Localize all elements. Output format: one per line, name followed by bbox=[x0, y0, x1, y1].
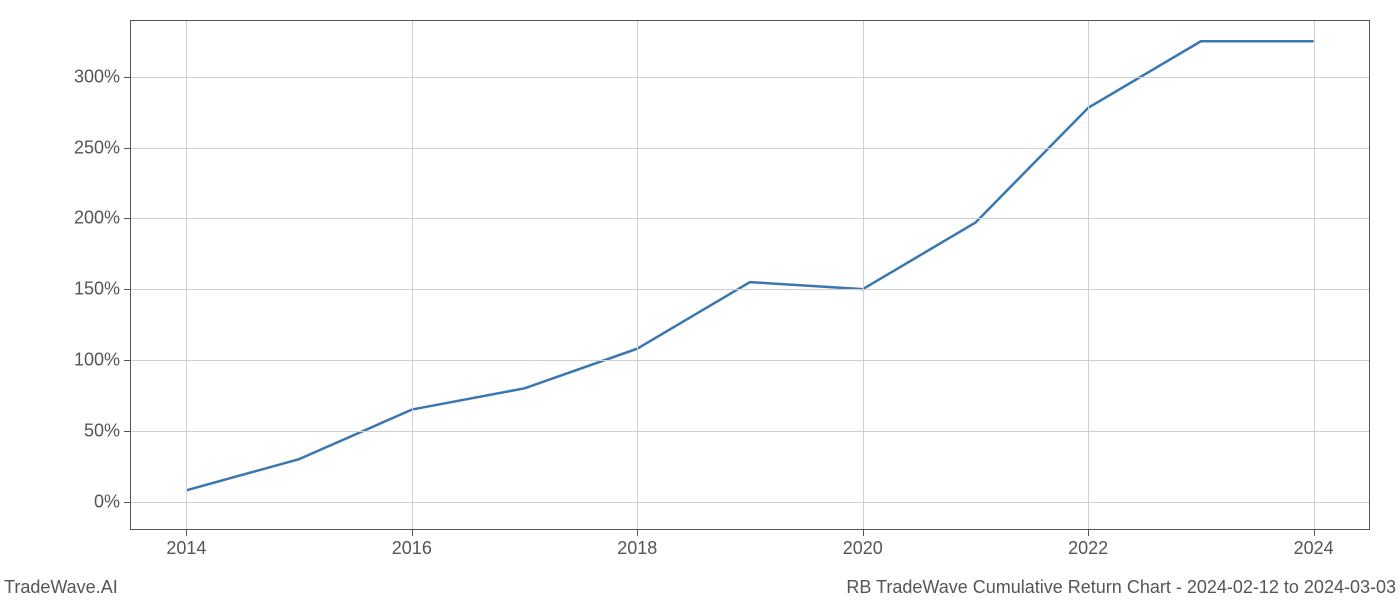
grid-horizontal bbox=[130, 148, 1370, 149]
grid-horizontal bbox=[130, 360, 1370, 361]
x-tick-label: 2020 bbox=[843, 538, 883, 559]
y-tick-label: 150% bbox=[74, 279, 120, 300]
plot-area: 2014201620182020202220240%50%100%150%200… bbox=[130, 20, 1370, 530]
x-tick-mark bbox=[1314, 530, 1315, 536]
x-tick-mark bbox=[863, 530, 864, 536]
grid-vertical bbox=[412, 20, 413, 530]
y-tick-label: 250% bbox=[74, 137, 120, 158]
x-tick-mark bbox=[1088, 530, 1089, 536]
line-series bbox=[130, 20, 1370, 530]
grid-horizontal bbox=[130, 218, 1370, 219]
grid-vertical bbox=[1088, 20, 1089, 530]
grid-vertical bbox=[1314, 20, 1315, 530]
y-tick-label: 300% bbox=[74, 66, 120, 87]
x-tick-mark bbox=[186, 530, 187, 536]
plot-border-left bbox=[130, 20, 131, 530]
grid-horizontal bbox=[130, 289, 1370, 290]
x-tick-mark bbox=[637, 530, 638, 536]
grid-vertical bbox=[186, 20, 187, 530]
x-tick-label: 2018 bbox=[617, 538, 657, 559]
x-tick-label: 2022 bbox=[1068, 538, 1108, 559]
x-tick-label: 2016 bbox=[392, 538, 432, 559]
cumulative-return-line bbox=[186, 41, 1313, 490]
x-tick-mark bbox=[412, 530, 413, 536]
footer-left-label: TradeWave.AI bbox=[4, 577, 118, 598]
y-tick-label: 0% bbox=[94, 491, 120, 512]
footer-right-label: RB TradeWave Cumulative Return Chart - 2… bbox=[846, 577, 1396, 598]
grid-horizontal bbox=[130, 502, 1370, 503]
x-tick-label: 2014 bbox=[166, 538, 206, 559]
y-tick-label: 50% bbox=[84, 420, 120, 441]
y-tick-label: 100% bbox=[74, 350, 120, 371]
plot-border-top bbox=[130, 20, 1370, 21]
grid-horizontal bbox=[130, 77, 1370, 78]
chart-container: 2014 2016 2018 2020 2022 2024 0% 50% 100% 150% 200… bbox=[0, 0, 1400, 600]
grid-vertical bbox=[637, 20, 638, 530]
grid-vertical bbox=[863, 20, 864, 530]
x-tick-label: 2024 bbox=[1294, 538, 1334, 559]
y-tick-label: 200% bbox=[74, 208, 120, 229]
plot-border-bottom bbox=[130, 529, 1370, 530]
grid-horizontal bbox=[130, 431, 1370, 432]
plot-border-right bbox=[1369, 20, 1370, 530]
